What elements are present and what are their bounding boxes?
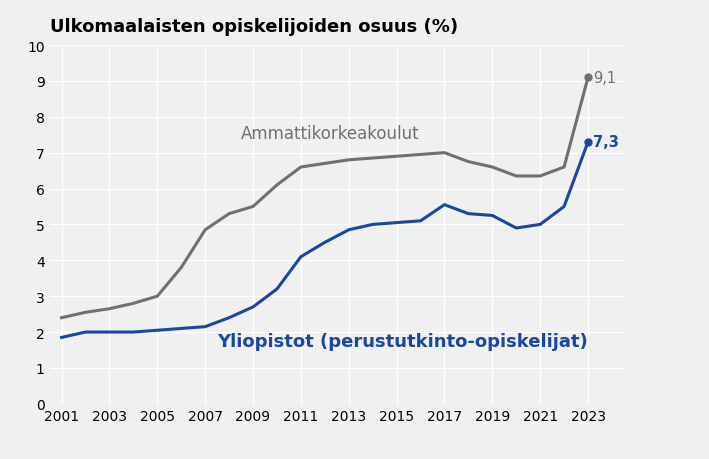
Text: Ulkomaalaisten opiskelijoiden osuus (%): Ulkomaalaisten opiskelijoiden osuus (%) [50,18,458,36]
Text: 7,3: 7,3 [593,135,619,150]
Text: 9,1: 9,1 [593,71,616,86]
Text: Ammattikorkeakoulut: Ammattikorkeakoulut [241,125,420,143]
Text: Yliopistot (perustutkinto-opiskelijat): Yliopistot (perustutkinto-opiskelijat) [217,332,588,350]
